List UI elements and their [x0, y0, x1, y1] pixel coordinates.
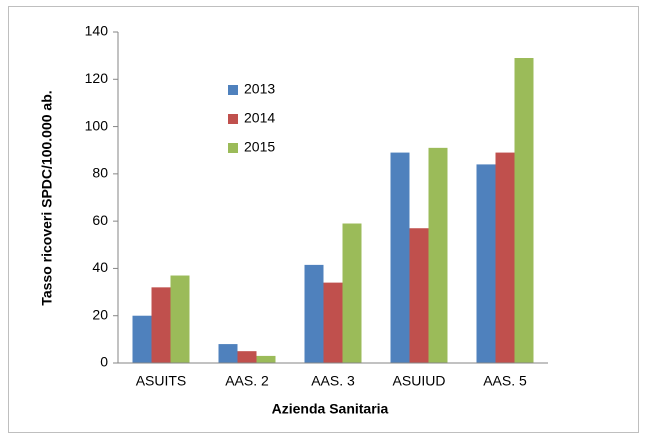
legend-swatch [228, 143, 238, 153]
bar [495, 152, 515, 363]
y-axis-title: Tasso ricoveri SPDC/100.000 ab. [39, 90, 55, 305]
legend-label: 2013 [244, 81, 275, 97]
bar [476, 164, 496, 363]
legend-swatch [228, 114, 238, 124]
bar [323, 282, 343, 363]
bar [304, 264, 324, 363]
y-tick-label: 80 [92, 165, 108, 181]
bar [409, 228, 429, 363]
x-axis-title: Azienda Sanitaria [272, 401, 389, 417]
y-tick-label: 0 [100, 354, 108, 370]
x-tick-label: AAS. 2 [225, 373, 269, 389]
y-tick-label: 40 [92, 259, 108, 275]
x-tick-label: AAS. 3 [311, 373, 355, 389]
y-tick-label: 120 [85, 70, 109, 86]
bar [390, 152, 410, 363]
bar [342, 223, 362, 363]
legend-label: 2014 [244, 110, 275, 126]
y-tick-label: 100 [85, 117, 109, 133]
y-tick-label: 60 [92, 212, 108, 228]
legend-swatch [228, 85, 238, 95]
bar [237, 351, 257, 363]
x-tick-label: ASUITS [136, 373, 187, 389]
legend-label: 2015 [244, 139, 275, 155]
bar [514, 58, 534, 363]
bar [170, 275, 190, 363]
x-tick-label: ASUIUD [393, 373, 446, 389]
bar [218, 344, 238, 363]
bar [151, 287, 171, 363]
x-tick-label: AAS. 5 [483, 373, 527, 389]
bar [132, 315, 152, 363]
bar [428, 147, 448, 363]
y-tick-label: 20 [92, 306, 108, 322]
y-tick-label: 140 [85, 23, 109, 39]
bar [256, 355, 276, 363]
